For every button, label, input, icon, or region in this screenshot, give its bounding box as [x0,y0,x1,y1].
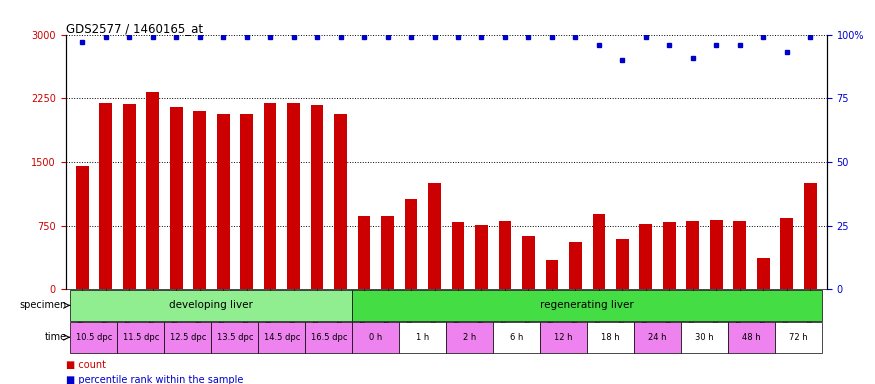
Text: developing liver: developing liver [170,300,253,310]
Bar [733,222,746,290]
Bar [287,103,300,290]
Bar [263,103,276,290]
Bar [353,322,399,353]
Text: 10.5 dpc: 10.5 dpc [75,333,112,342]
Bar [475,225,488,290]
Bar [446,322,493,353]
Text: ■ percentile rank within the sample: ■ percentile rank within the sample [66,375,243,384]
Text: 12.5 dpc: 12.5 dpc [170,333,206,342]
Bar [193,111,206,290]
Text: 30 h: 30 h [696,333,714,342]
Text: 12 h: 12 h [555,333,573,342]
Bar [240,114,253,290]
Bar [682,322,728,353]
Bar [640,224,653,290]
Bar [493,322,540,353]
Bar [123,104,136,290]
Bar [99,103,112,290]
Bar [428,183,441,290]
Bar [404,199,417,290]
Bar [117,322,164,353]
Text: 11.5 dpc: 11.5 dpc [123,333,159,342]
Bar [592,214,605,290]
Bar [728,322,775,353]
Bar [540,322,587,353]
Bar [634,322,682,353]
Bar [545,260,558,290]
Text: 14.5 dpc: 14.5 dpc [263,333,300,342]
Bar [75,166,88,290]
Bar [522,236,535,290]
Bar [399,322,446,353]
Bar [70,290,353,321]
Text: 6 h: 6 h [510,333,523,342]
Text: 1 h: 1 h [416,333,430,342]
Bar [499,222,512,290]
Bar [687,222,699,290]
Bar [334,114,347,290]
Bar [587,322,634,353]
Text: 2 h: 2 h [463,333,476,342]
Text: 16.5 dpc: 16.5 dpc [311,333,347,342]
Bar [170,107,183,290]
Text: regenerating liver: regenerating liver [541,300,634,310]
Bar [663,222,676,290]
Text: ■ count: ■ count [66,360,106,370]
Text: 48 h: 48 h [742,333,761,342]
Text: GDS2577 / 1460165_at: GDS2577 / 1460165_at [66,22,203,35]
Text: 24 h: 24 h [648,333,667,342]
Bar [710,220,723,290]
Bar [452,222,465,290]
Text: 13.5 dpc: 13.5 dpc [216,333,253,342]
Bar [616,239,629,290]
Bar [146,92,159,290]
Bar [305,322,353,353]
Bar [353,290,822,321]
Bar [757,258,770,290]
Bar [780,218,794,290]
Text: 72 h: 72 h [789,333,808,342]
Bar [70,322,117,353]
Bar [211,322,258,353]
Bar [217,114,229,290]
Text: time: time [45,332,66,342]
Bar [569,242,582,290]
Text: specimen: specimen [19,300,66,310]
Bar [358,217,370,290]
Bar [804,183,817,290]
Bar [381,217,394,290]
Text: 0 h: 0 h [369,333,382,342]
Bar [775,322,822,353]
Bar [311,105,324,290]
Bar [258,322,305,353]
Text: 18 h: 18 h [601,333,620,342]
Bar [164,322,211,353]
